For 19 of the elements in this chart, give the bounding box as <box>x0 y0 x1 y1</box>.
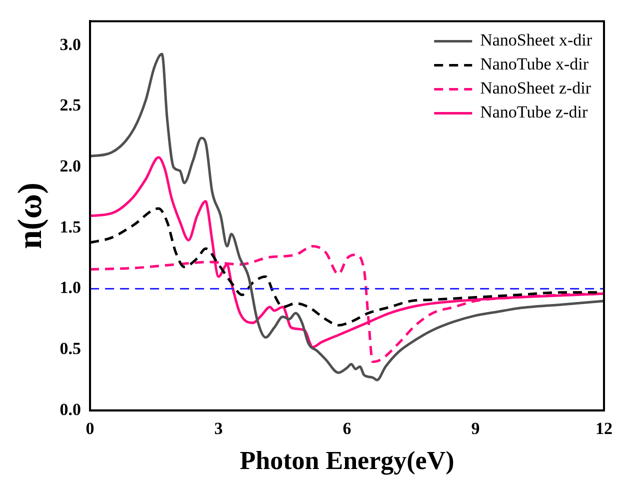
legend-label: NanoTube z-dir <box>480 102 588 122</box>
y-tick-label: 0.0 <box>60 400 82 419</box>
y-tick-label: 0.5 <box>60 338 82 358</box>
legend-label: NanoSheet x-dir <box>480 30 592 50</box>
y-axis-title: n(ω) <box>12 182 50 250</box>
x-tick-label: 12 <box>596 418 612 438</box>
y-tick-label: 1.0 <box>60 278 82 298</box>
y-tick-label: 3.0 <box>60 34 82 54</box>
line-series <box>90 52 604 382</box>
y-tick-label: 2.0 <box>60 156 82 176</box>
x-tick-label: 9 <box>471 418 480 438</box>
x-axis-title: Photon Energy(eV) <box>240 446 454 476</box>
y-tick-label: 2.5 <box>60 96 82 115</box>
x-tick-label: 0 <box>86 418 94 438</box>
x-tick-label: 6 <box>342 418 352 438</box>
legend-label: NanoTube x-dir <box>480 54 589 74</box>
x-tick-label: 3 <box>214 418 223 438</box>
y-tick-label: 1.5 <box>60 217 82 236</box>
legend-label: NanoSheet z-dir <box>480 78 592 98</box>
